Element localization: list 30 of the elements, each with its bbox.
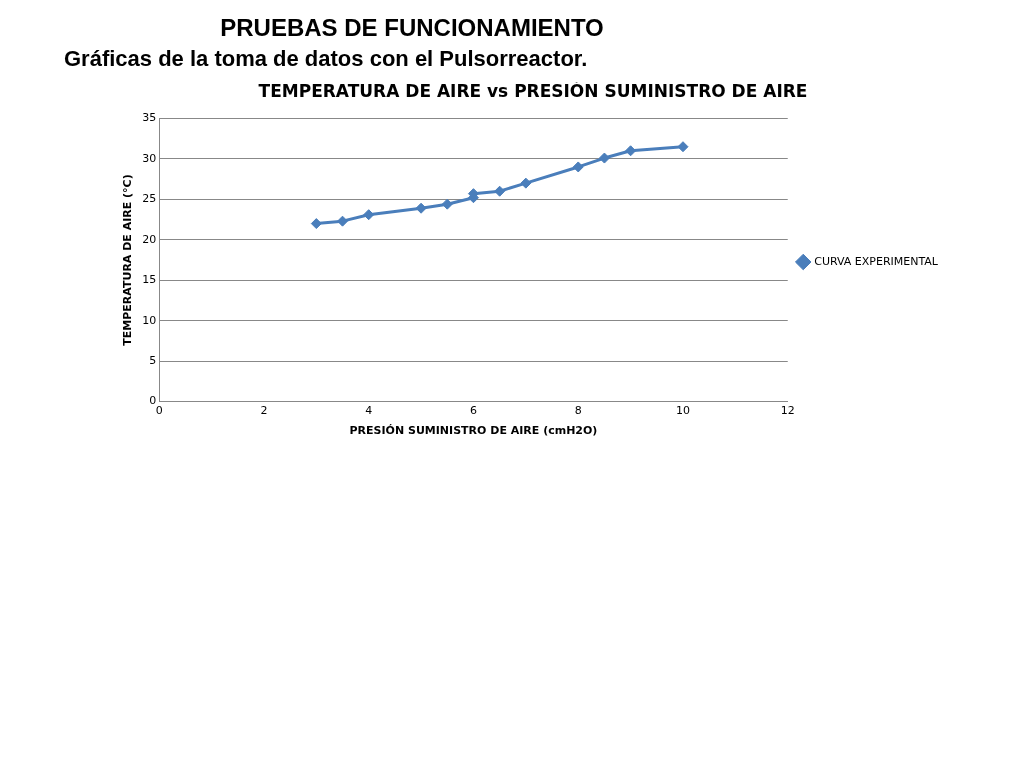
point <box>441 198 453 210</box>
point <box>598 152 610 164</box>
point <box>625 145 637 157</box>
point <box>494 185 506 197</box>
text: Gráficas de la toma de datos con el Pulsorreactor. <box>63 46 589 72</box>
x-tick-label: 6 <box>469 404 477 418</box>
x-tick-label: 2 <box>260 404 268 418</box>
point <box>363 209 375 221</box>
x-axis-title: PRESIÓN SUMINISTRO DE AIRE (cmH2O) <box>349 424 598 438</box>
y-axis-title: TEMPERATURA DE AIRE (°C) <box>121 174 135 346</box>
point <box>677 141 689 153</box>
legend-label: CURVA EXPERIMENTAL <box>814 254 939 268</box>
x-tick-label: 8 <box>574 404 582 418</box>
x-tick-label: 4 <box>365 404 373 418</box>
y-tick-label: 30 <box>142 151 157 165</box>
point <box>310 218 322 230</box>
y-tick-label: 20 <box>142 232 157 246</box>
point <box>415 202 427 214</box>
y-tick-label: 10 <box>142 313 157 327</box>
y-tick-label: 0 <box>149 394 157 408</box>
x-tick-label: 10 <box>675 404 690 418</box>
y-tick-label: 15 <box>142 273 157 287</box>
y-tick-label: 5 <box>149 354 157 367</box>
x-tick-label: 12 <box>780 404 795 418</box>
y-tick-label: 35 <box>142 111 157 125</box>
text: PRUEBAS DE FUNCIONAMIENTO <box>219 14 605 42</box>
point <box>520 177 532 189</box>
point <box>572 161 584 173</box>
point <box>337 215 349 227</box>
y-tick-label: 25 <box>142 192 157 206</box>
